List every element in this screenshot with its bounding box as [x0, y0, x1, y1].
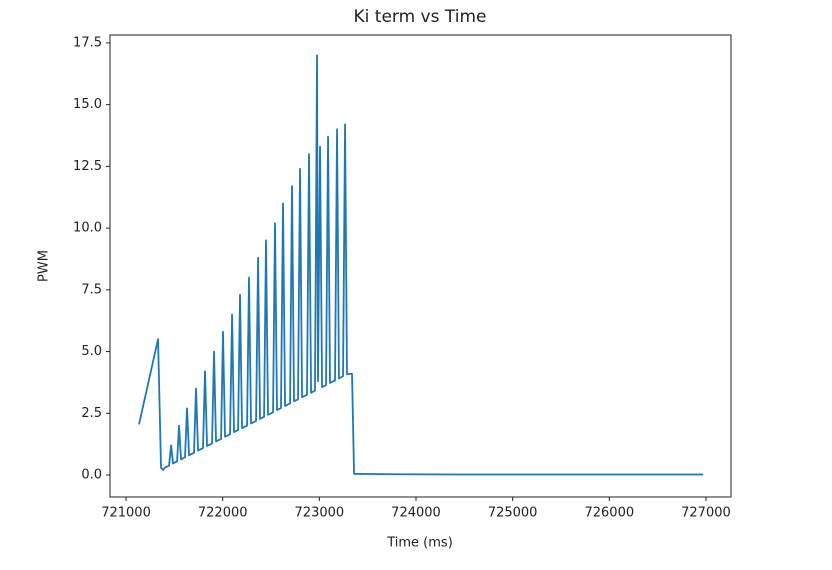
chart: Ki term vs Time Time (ms) PWM 721000 7220… [0, 0, 832, 570]
x-tick-label: 724000 [391, 506, 441, 521]
x-tick-label: 722000 [198, 506, 248, 521]
y-tick-label: 10.0 [73, 221, 102, 236]
page: {"chart_data": {"type": "line", "title":… [0, 0, 832, 570]
data-line [139, 55, 703, 474]
y-tick-label: 0.0 [81, 468, 102, 483]
x-tick-label: 725000 [488, 506, 538, 521]
y-tick-label: 7.5 [81, 282, 102, 297]
chart-title: Ki term vs Time [354, 7, 487, 27]
y-tick-label: 2.5 [81, 406, 102, 421]
y-tick-label: 5.0 [81, 344, 102, 359]
y-axis-label: PWM [37, 250, 52, 282]
y-tick-label: 12.5 [73, 159, 102, 174]
x-tick-label: 723000 [295, 506, 345, 521]
x-tick-label: 721000 [101, 506, 151, 521]
x-tick-label: 726000 [584, 506, 634, 521]
y-tick-label: 17.5 [73, 35, 102, 50]
y-tick-label: 15.0 [73, 97, 102, 112]
x-tick-label: 727000 [681, 506, 731, 521]
x-axis-label: Time (ms) [386, 536, 453, 551]
